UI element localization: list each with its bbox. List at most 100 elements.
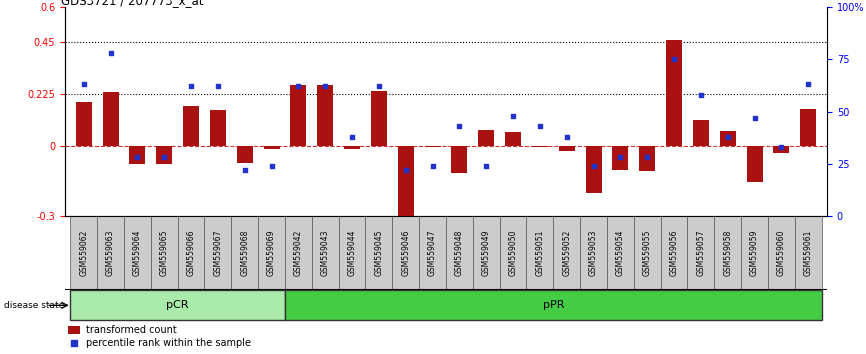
Point — [346, 134, 359, 139]
Point — [452, 123, 466, 129]
Text: GDS3721 / 207773_x_at: GDS3721 / 207773_x_at — [61, 0, 204, 7]
Text: pPR: pPR — [543, 300, 564, 310]
Text: percentile rank within the sample: percentile rank within the sample — [87, 338, 251, 348]
Point — [747, 115, 761, 121]
Point — [801, 81, 815, 87]
Text: GSM559050: GSM559050 — [508, 230, 518, 276]
Text: GSM559047: GSM559047 — [428, 230, 437, 276]
Text: GSM559043: GSM559043 — [320, 230, 330, 276]
Bar — [553, 216, 580, 290]
Point — [721, 134, 734, 139]
Bar — [634, 216, 661, 290]
Bar — [714, 216, 741, 290]
Bar — [607, 216, 634, 290]
Bar — [473, 216, 500, 290]
Text: GSM559063: GSM559063 — [106, 230, 115, 276]
Text: GSM559067: GSM559067 — [213, 230, 223, 276]
Text: GSM559042: GSM559042 — [294, 230, 303, 276]
Text: GSM559060: GSM559060 — [777, 230, 786, 276]
Bar — [661, 216, 688, 290]
Bar — [285, 216, 312, 290]
Bar — [312, 216, 339, 290]
Point — [559, 134, 573, 139]
Bar — [397, 146, 414, 216]
Bar — [666, 40, 682, 146]
Bar — [258, 216, 285, 290]
Bar — [527, 216, 553, 290]
Bar — [97, 216, 124, 290]
Point — [586, 163, 600, 169]
Bar — [500, 216, 527, 290]
Point — [399, 167, 413, 173]
Bar — [424, 146, 441, 148]
Point — [68, 341, 81, 346]
Text: GSM559055: GSM559055 — [643, 230, 652, 276]
Text: GSM559048: GSM559048 — [455, 230, 464, 276]
Text: GSM559044: GSM559044 — [347, 230, 357, 276]
Bar — [75, 102, 92, 146]
Bar — [800, 109, 817, 146]
Bar — [559, 146, 575, 151]
Point — [479, 163, 493, 169]
Bar — [236, 146, 253, 162]
Point — [506, 113, 520, 119]
Bar — [505, 132, 521, 146]
Text: GSM559051: GSM559051 — [535, 230, 545, 276]
Text: GSM559059: GSM559059 — [750, 230, 759, 276]
Bar — [612, 146, 629, 170]
Point — [667, 56, 681, 62]
Bar — [773, 146, 790, 153]
Bar — [151, 216, 178, 290]
Bar — [344, 146, 360, 149]
Point — [774, 144, 788, 150]
Bar — [263, 146, 280, 149]
Text: GSM559062: GSM559062 — [79, 230, 88, 276]
Text: disease state: disease state — [4, 301, 65, 310]
Bar — [585, 146, 602, 193]
Point — [265, 163, 279, 169]
Bar — [795, 216, 822, 290]
Bar — [392, 216, 419, 290]
Text: GSM559046: GSM559046 — [401, 230, 410, 276]
Point — [372, 84, 386, 89]
Point — [640, 155, 654, 160]
Bar — [70, 216, 97, 290]
Point — [292, 84, 306, 89]
Text: pCR: pCR — [166, 300, 189, 310]
Bar — [746, 146, 763, 182]
Bar — [129, 146, 145, 164]
Point — [131, 155, 145, 160]
Bar — [124, 216, 151, 290]
Bar — [178, 216, 204, 290]
Bar — [290, 85, 307, 146]
Bar — [741, 216, 768, 290]
Point — [184, 84, 198, 89]
Text: GSM559056: GSM559056 — [669, 230, 679, 276]
Point — [426, 163, 440, 169]
Point — [77, 81, 91, 87]
Bar — [365, 216, 392, 290]
Bar — [580, 216, 607, 290]
Bar — [285, 290, 822, 320]
Text: GSM559058: GSM559058 — [723, 230, 733, 276]
Point — [238, 167, 252, 173]
Bar — [339, 216, 365, 290]
Text: GSM559049: GSM559049 — [481, 230, 491, 276]
Point — [104, 50, 118, 56]
Text: GSM559068: GSM559068 — [240, 230, 249, 276]
Bar — [183, 106, 199, 146]
Bar — [371, 91, 387, 146]
Bar — [70, 290, 285, 320]
Text: GSM559057: GSM559057 — [696, 230, 706, 276]
Bar — [317, 85, 333, 146]
Bar — [102, 92, 119, 146]
Text: GSM559053: GSM559053 — [589, 230, 598, 276]
Point — [694, 92, 708, 98]
Text: GSM559054: GSM559054 — [616, 230, 625, 276]
Bar — [720, 131, 736, 146]
Bar — [478, 130, 494, 146]
Bar — [693, 120, 709, 146]
Text: GSM559064: GSM559064 — [132, 230, 142, 276]
Bar — [639, 146, 656, 171]
Bar — [204, 216, 231, 290]
